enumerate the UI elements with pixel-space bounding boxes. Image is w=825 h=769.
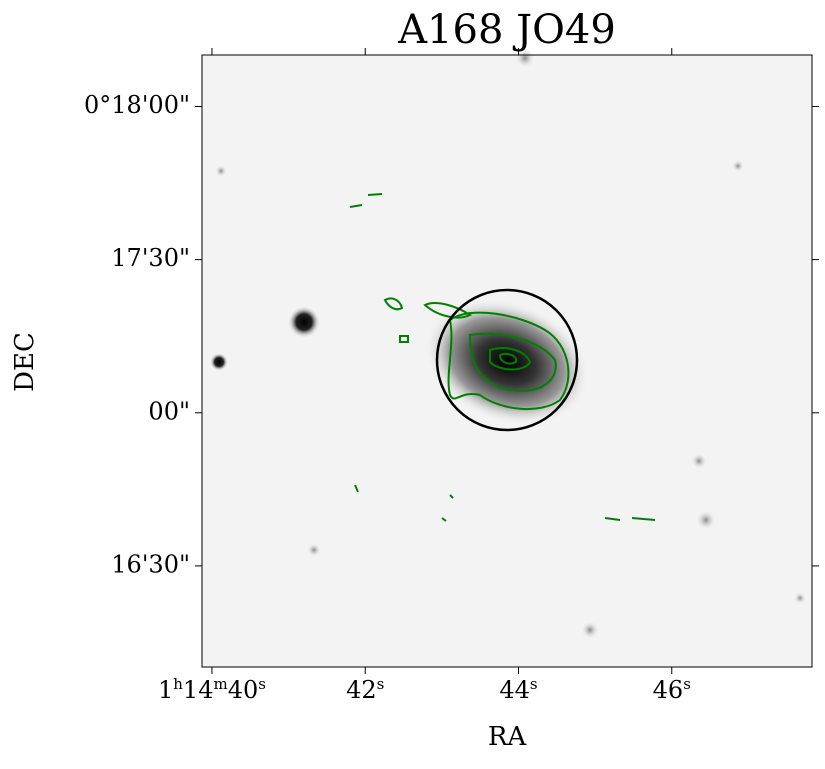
x-tick-label: 46s [653, 675, 691, 704]
contours [349, 193, 656, 522]
y-axis-label: DEC [10, 332, 40, 392]
y-tick-label: 00" [148, 397, 190, 425]
x-tick-label: 1h14m40s [158, 675, 266, 704]
x-tick-label: 44s [499, 675, 537, 704]
x-axis-label: RA [488, 722, 528, 752]
chart-title: A168 JO49 [397, 7, 616, 53]
y-tick-label: 17'30" [111, 244, 190, 272]
y-tick-label: 16'30" [111, 550, 190, 578]
x-tick-label: 42s [346, 675, 384, 704]
region-circle [435, 288, 579, 432]
y-tick-label: 0°18'00" [84, 91, 190, 119]
sky-image [202, 48, 812, 667]
plot-frame [201, 54, 813, 668]
